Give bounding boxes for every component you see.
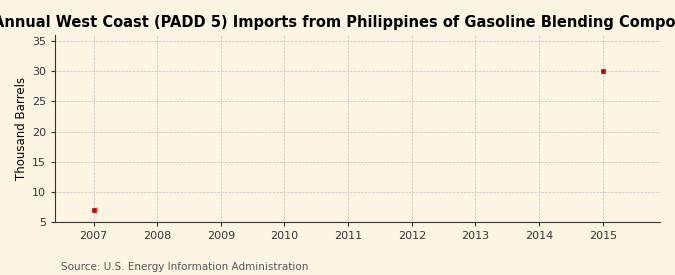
Y-axis label: Thousand Barrels: Thousand Barrels xyxy=(15,77,28,180)
Title: Annual West Coast (PADD 5) Imports from Philippines of Gasoline Blending Compone: Annual West Coast (PADD 5) Imports from … xyxy=(0,15,675,30)
Text: Source: U.S. Energy Information Administration: Source: U.S. Energy Information Administ… xyxy=(61,262,308,272)
